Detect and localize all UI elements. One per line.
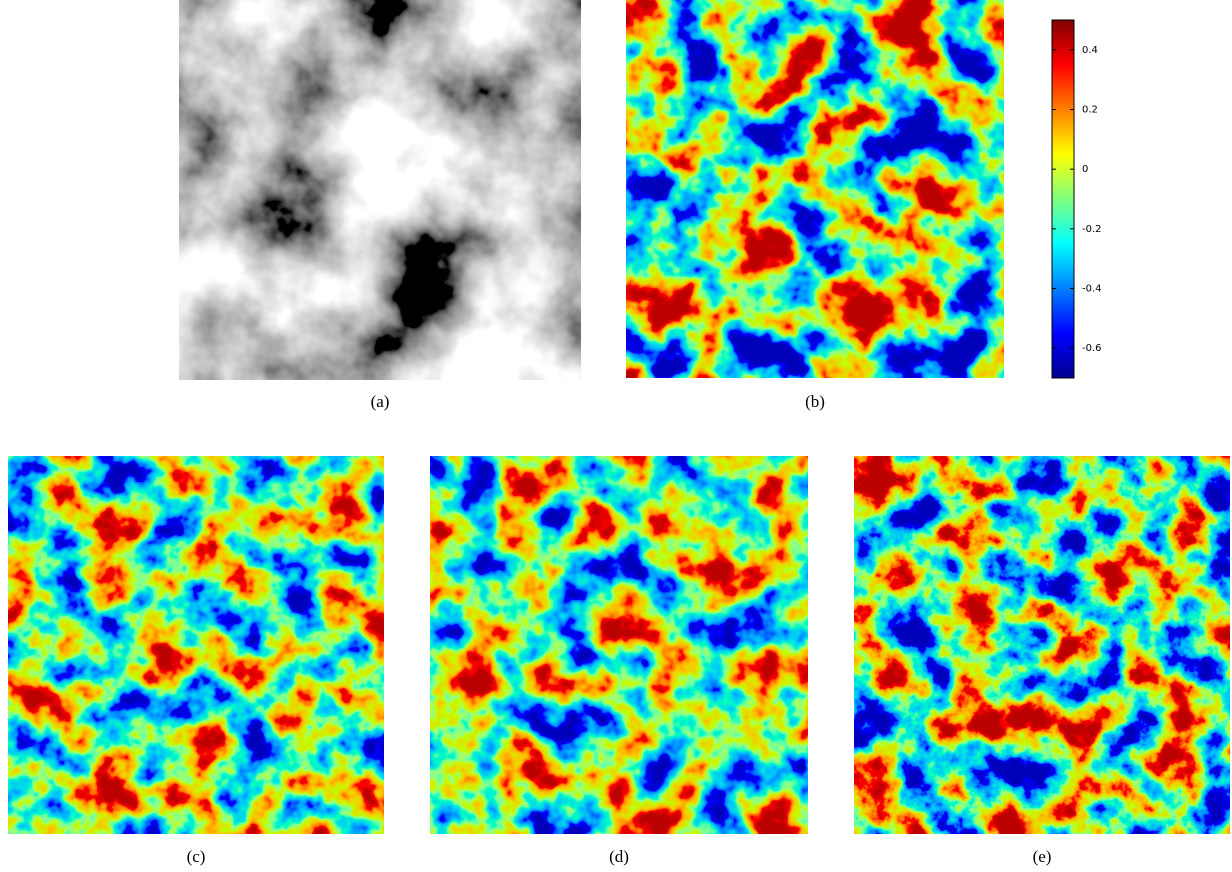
colorbar [1051, 19, 1075, 379]
panel-image-d [430, 456, 808, 834]
panel-label: (c) [187, 847, 206, 866]
colorbar-tick-label: 0.4 [1082, 45, 1098, 56]
panel-label: (b) [805, 392, 825, 411]
panel-image-a [179, 0, 581, 380]
panel-label: (e) [1033, 847, 1052, 866]
panel-image-c [8, 456, 384, 834]
colorbar-tick-label: -0.6 [1082, 343, 1102, 354]
colorbar-tick-label: -0.4 [1082, 284, 1102, 295]
panel-image-b [626, 0, 1004, 378]
panel-label: (d) [609, 847, 629, 866]
panel-image-e [854, 456, 1230, 834]
colorbar-tick-label: 0.2 [1082, 105, 1098, 116]
colorbar-tick-label: -0.2 [1082, 224, 1102, 235]
panel-label: (a) [371, 392, 390, 411]
colorbar-tick-label: 0 [1082, 164, 1088, 175]
